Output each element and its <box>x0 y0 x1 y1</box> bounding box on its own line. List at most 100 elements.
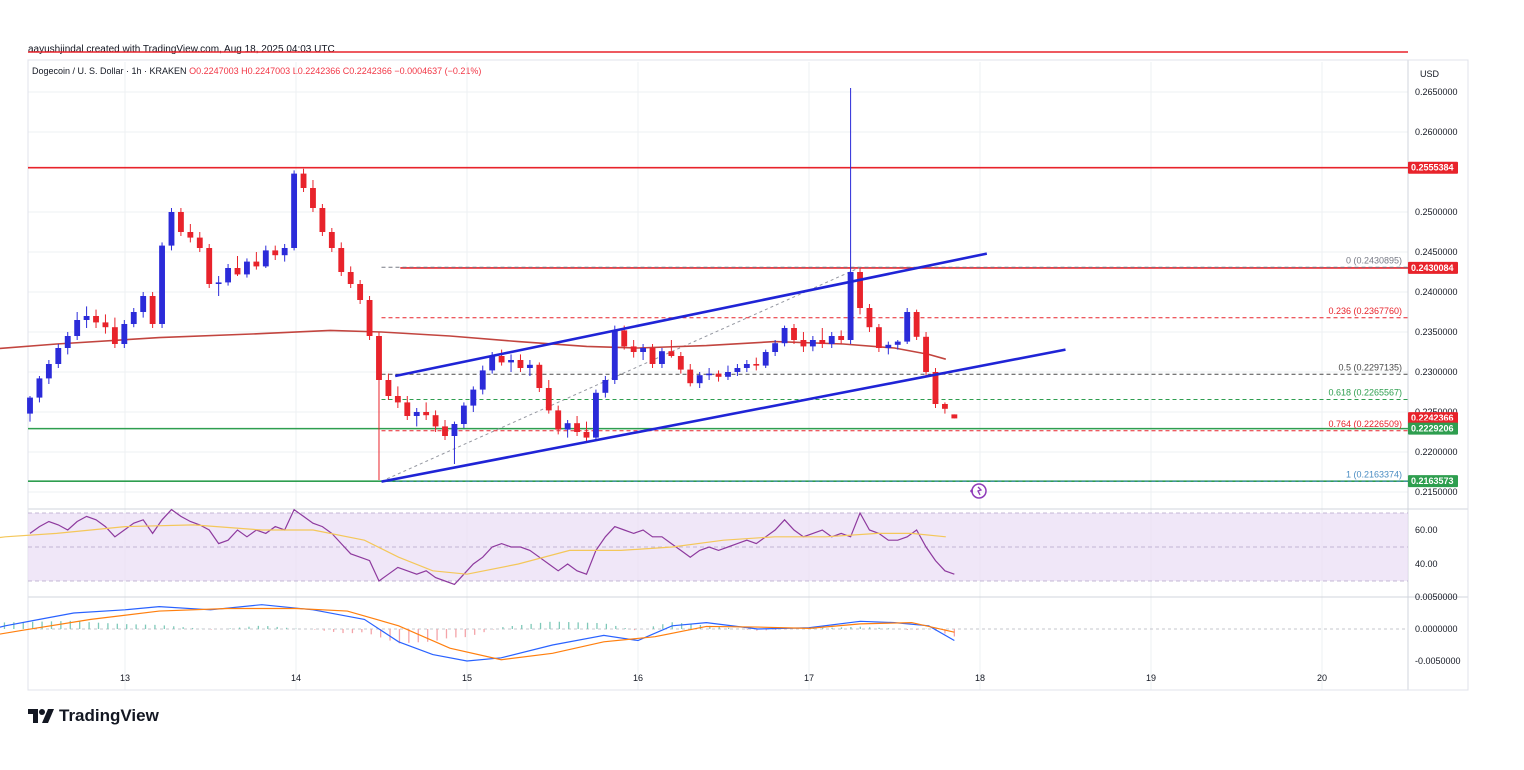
candle[interactable] <box>338 242 345 276</box>
candle[interactable] <box>753 357 760 371</box>
candle[interactable] <box>508 354 514 372</box>
candle[interactable] <box>328 228 335 252</box>
replay-icon[interactable] <box>970 483 987 499</box>
candle[interactable] <box>366 296 373 340</box>
rising-channel[interactable] <box>381 252 1066 483</box>
candle[interactable] <box>149 292 156 328</box>
candle[interactable] <box>772 340 779 356</box>
candle[interactable] <box>894 340 901 350</box>
candle[interactable] <box>706 368 713 380</box>
candle[interactable] <box>781 325 788 347</box>
candle[interactable] <box>857 268 863 315</box>
candle[interactable] <box>593 389 599 440</box>
candle[interactable] <box>696 372 703 388</box>
candle[interactable] <box>347 266 354 288</box>
candle[interactable] <box>64 332 71 355</box>
candle[interactable] <box>102 314 109 334</box>
candle[interactable] <box>93 309 99 328</box>
candle[interactable] <box>376 332 382 480</box>
candle[interactable] <box>121 320 128 348</box>
candle[interactable] <box>800 332 807 352</box>
candle[interactable] <box>913 309 920 340</box>
candle[interactable] <box>809 336 816 352</box>
candle[interactable] <box>847 88 854 344</box>
candle[interactable] <box>111 317 118 348</box>
candlesticks[interactable] <box>27 88 958 480</box>
candle[interactable] <box>253 252 260 270</box>
candle[interactable] <box>394 386 401 408</box>
candle[interactable] <box>45 360 52 384</box>
candle[interactable] <box>526 360 533 376</box>
channel-upper-line[interactable] <box>394 252 988 378</box>
candle[interactable] <box>725 365 731 380</box>
candle[interactable] <box>640 344 647 360</box>
candle[interactable] <box>442 420 448 440</box>
candle[interactable] <box>244 258 250 278</box>
candle[interactable] <box>564 420 571 438</box>
candle[interactable] <box>215 276 222 296</box>
candle[interactable] <box>838 330 845 344</box>
candle[interactable] <box>470 386 477 412</box>
candle[interactable] <box>602 376 609 398</box>
candle[interactable] <box>432 410 439 432</box>
candle[interactable] <box>583 421 590 443</box>
candle[interactable] <box>498 349 505 366</box>
candle[interactable] <box>866 304 873 332</box>
candle[interactable] <box>234 256 241 276</box>
candle[interactable] <box>36 376 43 403</box>
candle[interactable] <box>206 244 213 288</box>
candle[interactable] <box>791 324 797 344</box>
candle[interactable] <box>904 308 911 344</box>
candle[interactable] <box>659 348 665 368</box>
time-axis[interactable]: 13 14 15 16 17 18 19 20 <box>120 673 1327 683</box>
candle[interactable] <box>74 312 81 340</box>
candle[interactable] <box>677 352 684 374</box>
candle[interactable] <box>168 208 175 251</box>
candle[interactable] <box>423 402 430 420</box>
candle[interactable] <box>83 306 90 328</box>
candle[interactable] <box>319 204 326 236</box>
candle[interactable] <box>385 373 392 400</box>
candle[interactable] <box>272 245 279 260</box>
candle[interactable] <box>574 416 580 436</box>
candle[interactable] <box>875 324 882 352</box>
candle[interactable] <box>923 332 929 376</box>
channel-lower-line[interactable] <box>381 348 1066 483</box>
symbol-name[interactable]: Dogecoin / U. S. Dollar · 1h · KRAKEN <box>32 66 187 76</box>
candle[interactable] <box>951 414 958 419</box>
candle[interactable] <box>27 396 33 422</box>
candle[interactable] <box>310 180 316 212</box>
candle[interactable] <box>225 264 231 286</box>
candle[interactable] <box>413 408 420 427</box>
candle[interactable] <box>55 344 62 368</box>
candle[interactable] <box>649 344 656 368</box>
candle[interactable] <box>517 354 524 372</box>
candle[interactable] <box>743 360 750 372</box>
candle[interactable] <box>734 364 741 376</box>
candle[interactable] <box>460 402 467 428</box>
candle[interactable] <box>536 362 543 392</box>
candle[interactable] <box>668 340 675 358</box>
candle[interactable] <box>177 208 184 236</box>
candle[interactable] <box>687 364 694 387</box>
candle[interactable] <box>762 349 769 368</box>
candle[interactable] <box>159 242 165 328</box>
candle[interactable] <box>404 396 411 420</box>
candle[interactable] <box>262 245 269 268</box>
candle[interactable] <box>555 405 562 435</box>
candle[interactable] <box>451 421 458 464</box>
price-axis[interactable]: USD 0.2650000 0.2600000 0.2500000 0.2450000… <box>1415 69 1458 497</box>
candle[interactable] <box>140 292 147 318</box>
candle[interactable] <box>357 280 364 304</box>
candle[interactable] <box>196 232 203 252</box>
candle[interactable] <box>291 170 298 251</box>
candle[interactable] <box>885 341 892 355</box>
candle[interactable] <box>715 370 722 382</box>
candle[interactable] <box>187 224 194 243</box>
candle[interactable] <box>130 308 137 328</box>
candle[interactable] <box>819 328 826 348</box>
candle[interactable] <box>545 380 552 414</box>
candle[interactable] <box>281 244 288 262</box>
fibonacci-retracement[interactable]: 0 (0.2430895) 0.236 (0.2367760) 0.5 (0.229… <box>381 255 1409 482</box>
